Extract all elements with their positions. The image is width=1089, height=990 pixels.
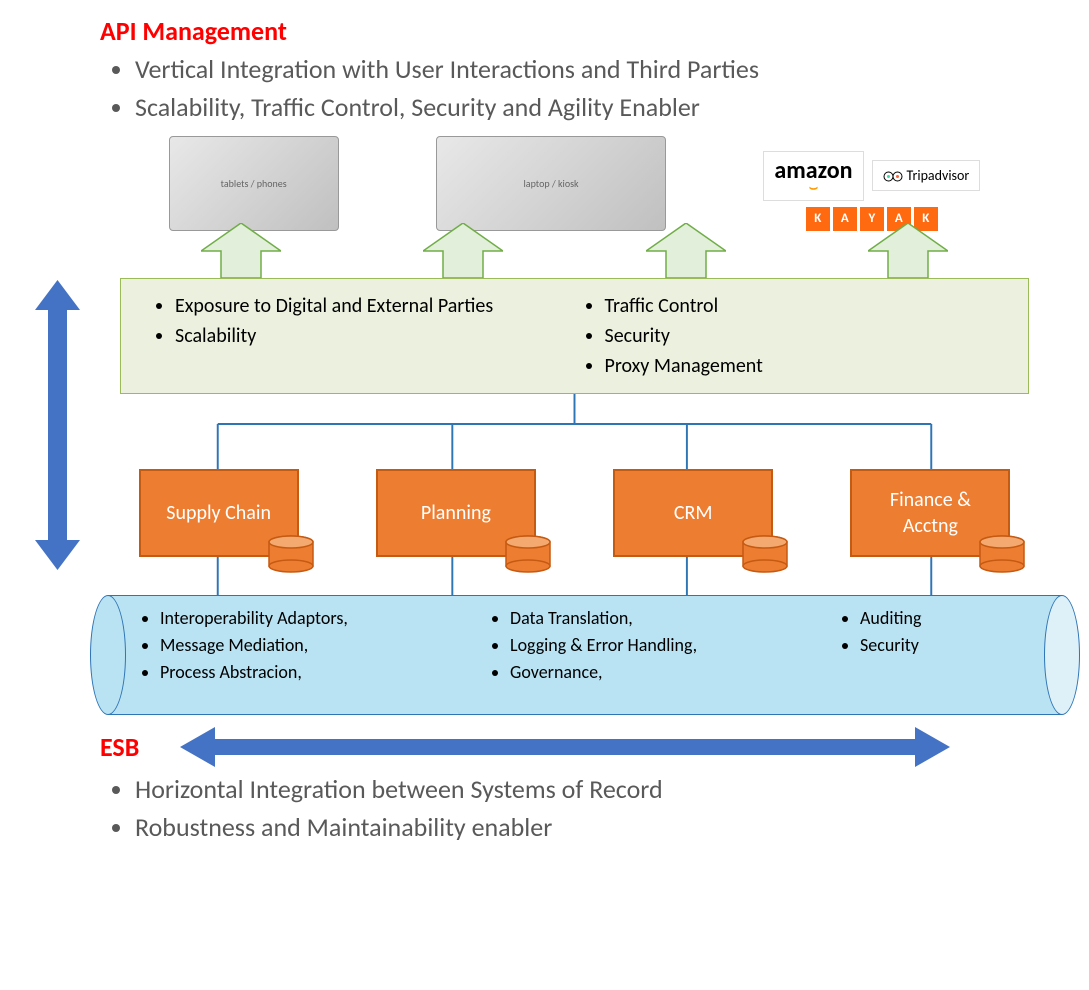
api-mgmt-bullet: Vertical Integration with User Interacti… xyxy=(135,51,1049,87)
horizontal-double-arrow-icon xyxy=(180,727,950,767)
esb-bullet: Horizontal Integration between Systems o… xyxy=(135,771,1049,807)
esb-feature: Governance, xyxy=(510,659,830,686)
tripadvisor-logo-icon: Tripadvisor xyxy=(872,160,981,191)
up-arrows-row xyxy=(100,223,1049,278)
up-arrow-icon xyxy=(646,223,726,278)
esb-bullets: Horizontal Integration between Systems o… xyxy=(100,771,1049,846)
cylinder-content: Interoperability Adaptors, Message Media… xyxy=(130,605,1040,705)
api-capabilities-box: Exposure to Digital and External Parties… xyxy=(120,278,1029,394)
amazon-logo-icon: amazon ⌣ xyxy=(763,151,863,201)
api-cap-item: Exposure to Digital and External Parties xyxy=(175,291,575,321)
devices-group-1: tablets / phones xyxy=(169,136,339,231)
partners-group: amazon ⌣ Tripadvisor K A Y A xyxy=(763,151,980,231)
down-connector-lines-icon xyxy=(120,557,1029,597)
tripadvisor-owl-icon xyxy=(883,169,903,183)
esb-section: ESB Horizontal Integration between Syste… xyxy=(100,727,1049,846)
devices-group-2: laptop / kiosk xyxy=(436,136,666,231)
tree-connectors xyxy=(120,394,1029,469)
esb-col-3: Auditing Security xyxy=(830,605,1040,705)
tree-connector-lines-icon xyxy=(120,394,1029,469)
clients-row: tablets / phones laptop / kiosk amazon ⌣ xyxy=(100,136,1049,231)
up-arrow-icon xyxy=(868,223,948,278)
api-mgmt-bullet: Scalability, Traffic Control, Security a… xyxy=(135,89,1049,125)
systems-row: Supply Chain Planning CRM Finance & Acct… xyxy=(120,469,1029,557)
cylinder-cap-left xyxy=(90,595,126,715)
cylinder-cap-right xyxy=(1044,595,1080,715)
partners-top-row: amazon ⌣ Tripadvisor xyxy=(763,151,980,201)
api-cap-item: Scalability xyxy=(175,321,575,351)
esb-col-2: Data Translation, Logging & Error Handli… xyxy=(480,605,830,705)
devices-placeholder-icon: laptop / kiosk xyxy=(436,136,666,231)
kayak-letter: A xyxy=(833,207,857,231)
api-cap-left: Exposure to Digital and External Parties… xyxy=(145,291,575,381)
tripadvisor-text: Tripadvisor xyxy=(907,167,970,184)
api-mgmt-bullets: Vertical Integration with User Interacti… xyxy=(100,51,1049,126)
api-cap-item: Traffic Control xyxy=(605,291,1005,321)
down-connectors xyxy=(120,557,1029,597)
esb-feature: Auditing xyxy=(860,605,1040,632)
esb-cylinder: Interoperability Adaptors, Message Media… xyxy=(90,595,1080,715)
api-cap-item: Proxy Management xyxy=(605,351,1005,381)
diagram-container: API Management Vertical Integration with… xyxy=(0,0,1089,990)
api-cap-item: Security xyxy=(605,321,1005,351)
esb-title-row: ESB xyxy=(100,727,1049,767)
api-cap-right: Traffic Control Security Proxy Managemen… xyxy=(575,291,1005,381)
up-arrow-icon xyxy=(423,223,503,278)
kayak-letter: K xyxy=(806,207,830,231)
system-supply-chain: Supply Chain xyxy=(139,469,299,557)
api-mgmt-title: API Management xyxy=(100,15,1049,47)
api-mgmt-section: API Management Vertical Integration with… xyxy=(100,15,1049,126)
esb-feature: Security xyxy=(860,632,1040,659)
esb-feature: Interoperability Adaptors, xyxy=(160,605,480,632)
esb-title: ESB xyxy=(100,731,160,763)
esb-bullet: Robustness and Maintainability enabler xyxy=(135,809,1049,845)
esb-col-1: Interoperability Adaptors, Message Media… xyxy=(130,605,480,705)
system-crm: CRM xyxy=(613,469,773,557)
esb-feature: Data Translation, xyxy=(510,605,830,632)
vertical-double-arrow-icon xyxy=(35,280,80,570)
devices-placeholder-icon: tablets / phones xyxy=(169,136,339,231)
esb-feature: Logging & Error Handling, xyxy=(510,632,830,659)
system-finance: Finance & Acctng xyxy=(850,469,1010,557)
system-planning: Planning xyxy=(376,469,536,557)
up-arrow-icon xyxy=(201,223,281,278)
esb-feature: Process Abstracion, xyxy=(160,659,480,686)
esb-feature: Message Mediation, xyxy=(160,632,480,659)
